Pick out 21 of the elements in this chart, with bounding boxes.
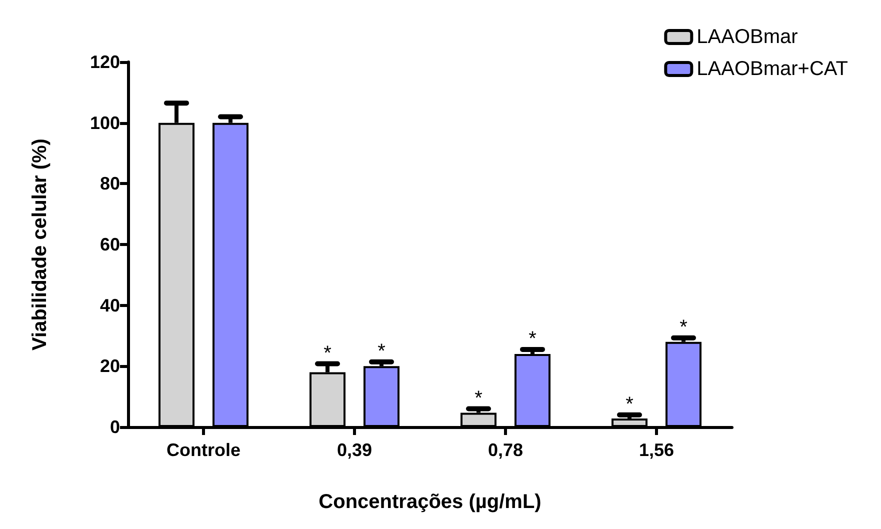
y-tick-label: 80 bbox=[100, 174, 120, 194]
y-tick-label: 40 bbox=[100, 295, 120, 316]
y-tick-label: 100 bbox=[90, 112, 120, 133]
data-label: * bbox=[474, 388, 483, 410]
y-tick-label: 60 bbox=[100, 234, 120, 254]
x-tick-label: Controle bbox=[166, 440, 240, 460]
x-axis-title: Concentrações (µg/mL) bbox=[318, 491, 542, 513]
y-tick-label: 120 bbox=[90, 52, 120, 72]
x-tick-label: 0,78 bbox=[488, 440, 524, 460]
legend-label: LAAOBmar bbox=[696, 26, 798, 48]
x-tick-label: 0,39 bbox=[336, 440, 372, 460]
data-label: * bbox=[378, 340, 386, 363]
data-label: * bbox=[626, 394, 634, 416]
data-label: * bbox=[528, 328, 537, 350]
data-label: * bbox=[680, 316, 688, 339]
x-tick-label: 1,56 bbox=[638, 440, 674, 460]
legend-label: LAAOBmar+CAT bbox=[696, 58, 848, 80]
data-label: * bbox=[324, 342, 332, 364]
y-tick-label: 0 bbox=[110, 417, 120, 437]
y-axis-title: Viabilidade celular (%) bbox=[29, 138, 51, 350]
y-tick-label: 20 bbox=[100, 356, 120, 376]
